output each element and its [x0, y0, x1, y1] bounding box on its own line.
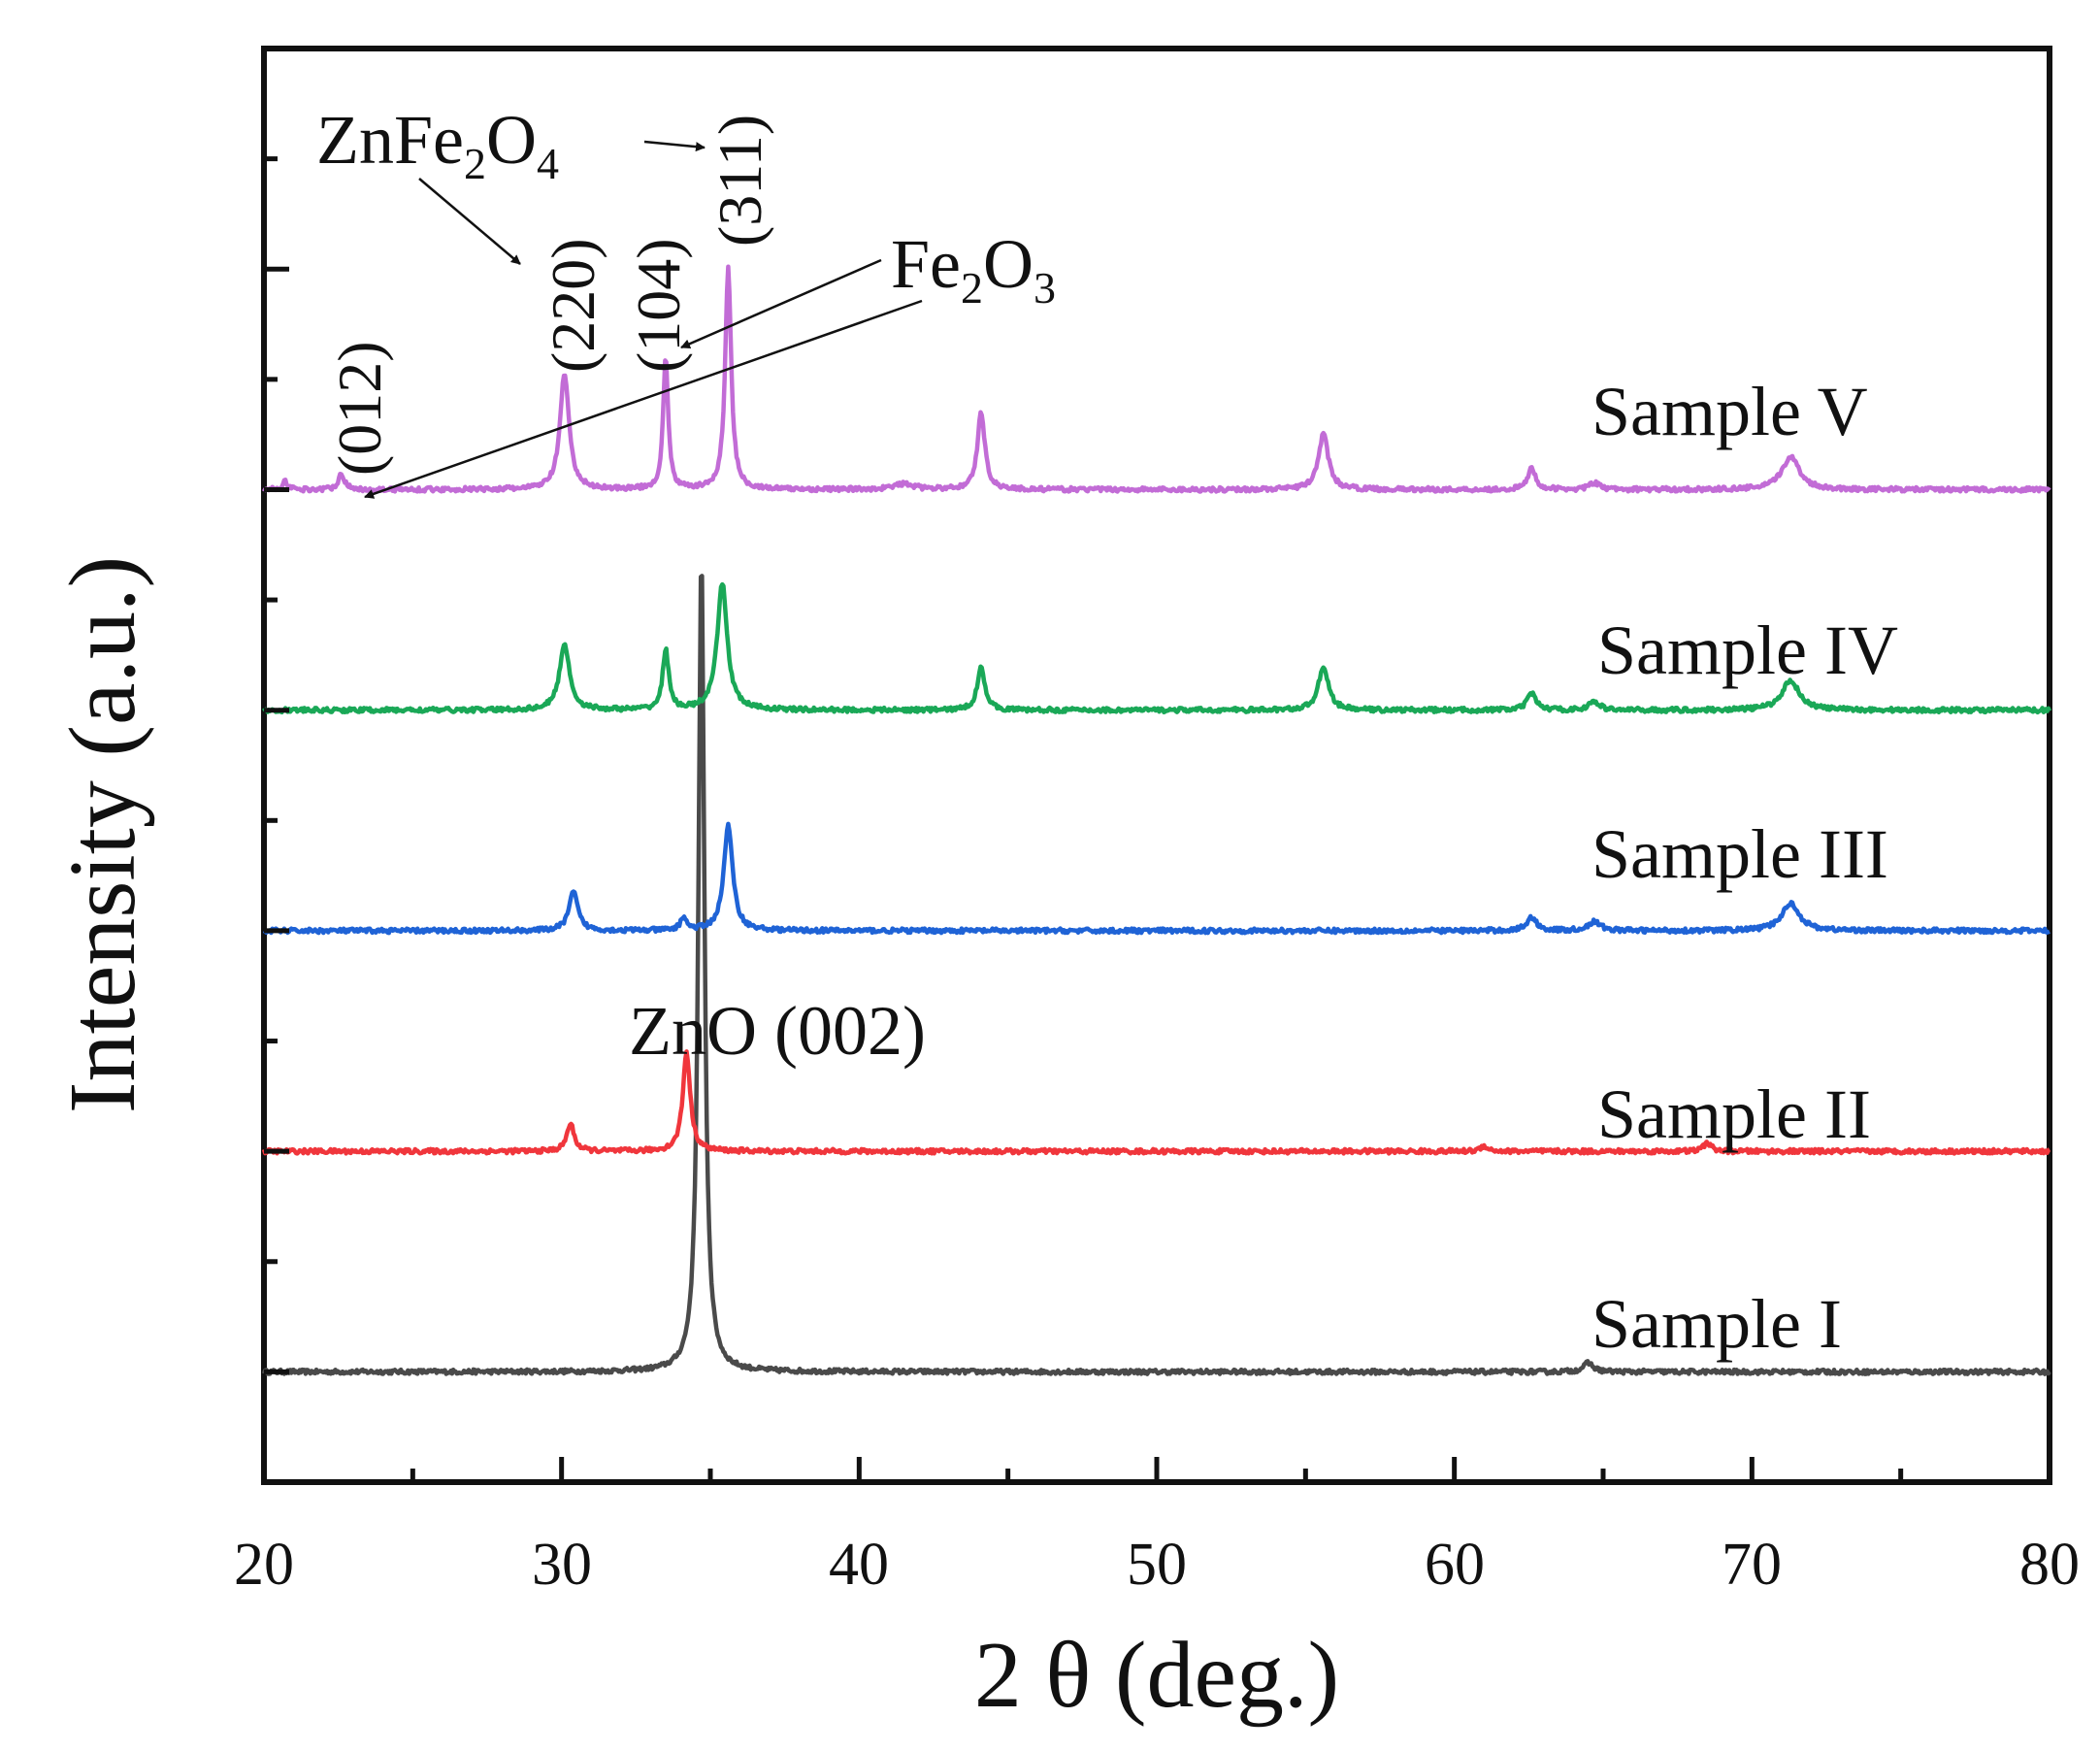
annotations: ZnO (002) ZnFe2O4 Fe2O3 (012) (220) (104…: [316, 101, 1056, 1070]
hkl-012-label: (012): [325, 341, 394, 476]
x-tick-label: 20: [234, 1532, 294, 1598]
x-tick-label: 60: [1425, 1532, 1485, 1598]
hkl-311-label: (311): [705, 115, 774, 247]
x-tick-labels: 20 30 40 50 60 70 80: [234, 1532, 2080, 1598]
hkl-220-label: (220): [539, 238, 607, 373]
series-label-iv: Sample IV: [1597, 611, 1898, 689]
fe2o3-arrow-012: [364, 299, 923, 499]
fe2o3-arrow-104: [680, 258, 882, 349]
series-layer: [261, 264, 2052, 1376]
hkl-104-label: (104): [624, 238, 693, 373]
series-line-sample-v: [262, 264, 2051, 494]
x-tick-label: 30: [532, 1532, 592, 1598]
plot-frame: [261, 46, 2052, 1485]
series-line-sample-iii: [262, 821, 2051, 936]
x-tick-label: 80: [2019, 1532, 2080, 1598]
tick-layer: [264, 156, 1904, 1482]
x-axis-label: 2 θ (deg.): [974, 1623, 1339, 1728]
series-line-sample-iv: [262, 581, 2052, 715]
y-axis-label: Intensity (a.u.): [50, 556, 155, 1113]
series-label-v: Sample V: [1591, 373, 1868, 450]
series-line-sample-i: [261, 574, 2051, 1376]
znfe2o4-arrow-220: [418, 178, 521, 265]
series-line-sample-ii: [261, 1049, 2051, 1156]
series-label-ii: Sample II: [1597, 1075, 1871, 1153]
znfe2o4-arrow-311: [643, 140, 705, 152]
series-label-i: Sample I: [1591, 1285, 1842, 1363]
fe2o3-label: Fe2O3: [891, 225, 1056, 313]
x-tick-label: 70: [1722, 1532, 1782, 1598]
series-label-iii: Sample III: [1591, 815, 1888, 893]
x-tick-label: 50: [1127, 1532, 1187, 1598]
zno-002-label: ZnO (002): [629, 992, 926, 1070]
znfe2o4-label: ZnFe2O4: [316, 101, 559, 188]
x-tick-label: 40: [829, 1532, 889, 1598]
series-labels: Sample V Sample IV Sample III Sample II …: [1591, 373, 1898, 1363]
